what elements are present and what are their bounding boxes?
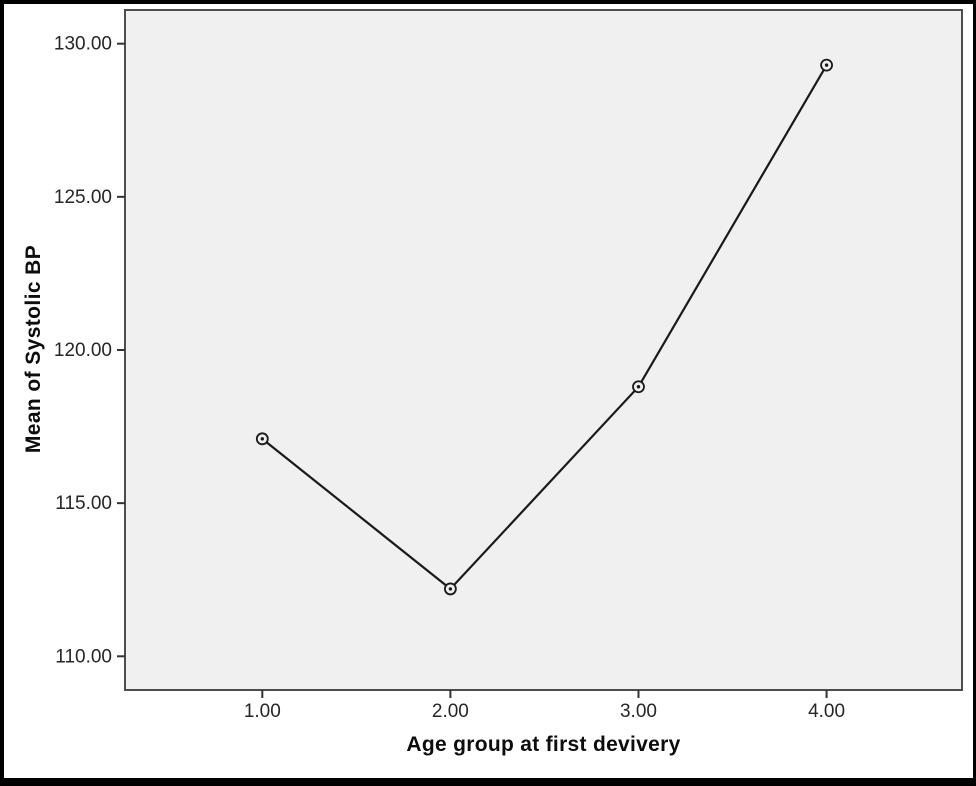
x-tick-label: 3.00	[620, 701, 657, 722]
plot-area	[124, 9, 963, 691]
y-axis-title: Mean of Systolic BP	[22, 244, 45, 454]
data-point-center-dot	[824, 63, 829, 67]
data-line	[261, 64, 828, 591]
data-point-center-dot	[448, 587, 453, 591]
x-tick-label: 4.00	[808, 701, 845, 722]
y-tick-label: 115.00	[55, 493, 112, 514]
y-tick-label: 110.00	[55, 646, 112, 667]
y-tick-label: 120.00	[54, 340, 112, 361]
x-tick-label: 2.00	[432, 701, 469, 722]
x-axis-title: Age group at first devivery	[406, 733, 681, 756]
data-point-center-dot	[260, 437, 265, 441]
data-point-center-dot	[636, 385, 641, 389]
y-tick-label: 125.00	[54, 187, 112, 208]
x-tick-label: 1.00	[244, 701, 281, 722]
y-tick-label: 130.00	[54, 34, 112, 55]
